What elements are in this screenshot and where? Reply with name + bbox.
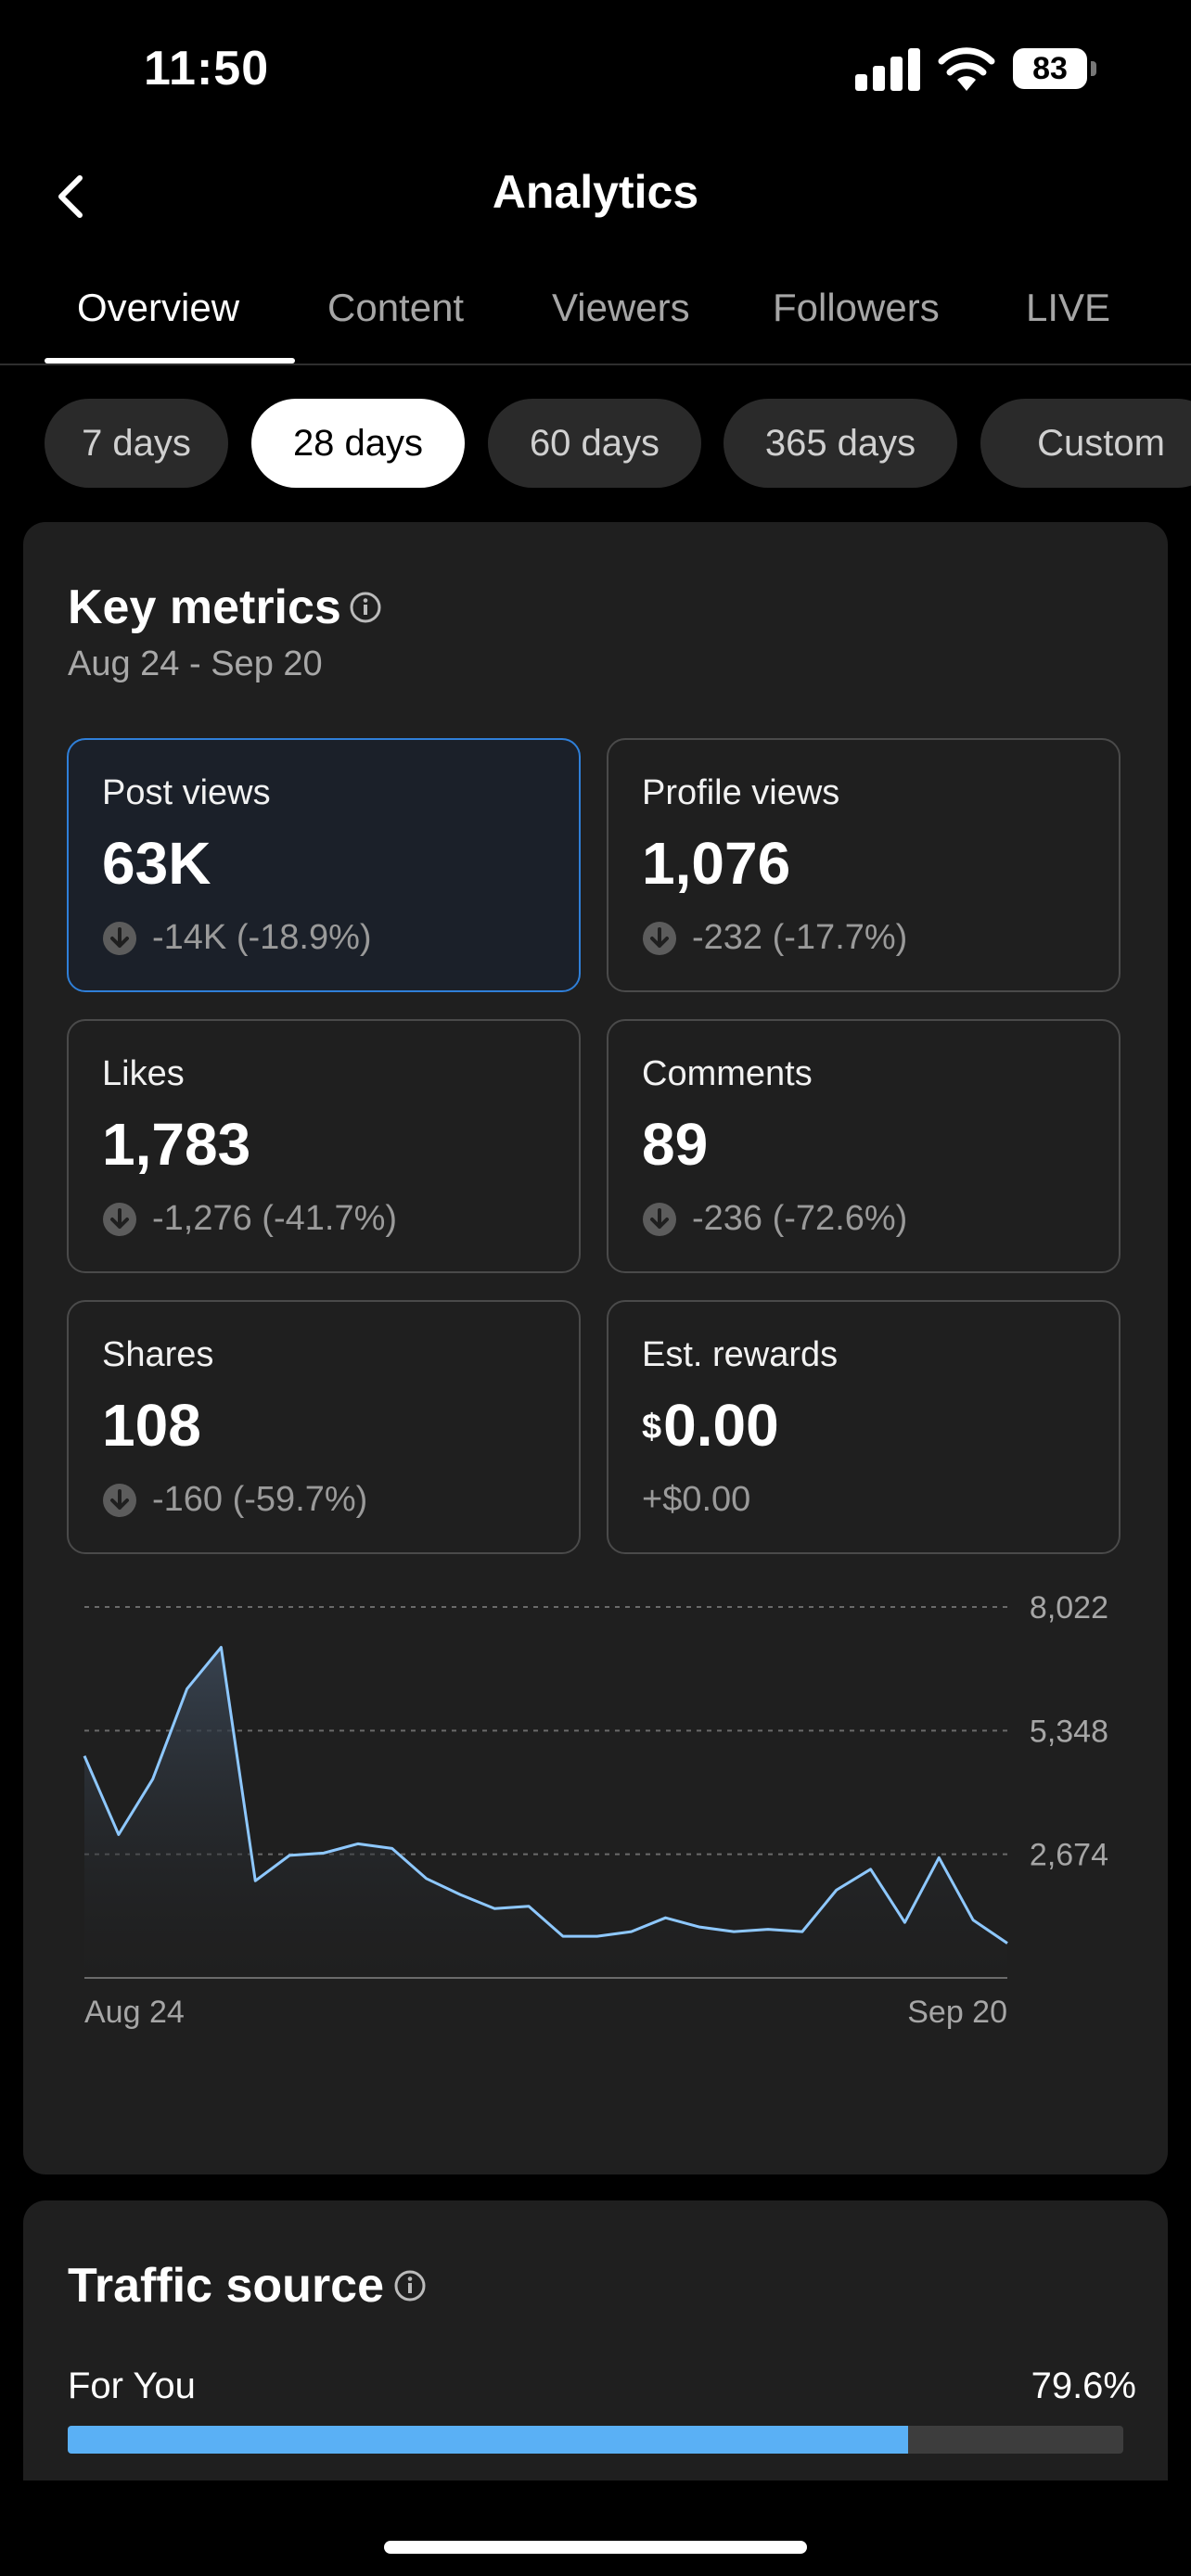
key-metrics-title: Key metrics (68, 580, 341, 634)
metric-label: Likes (102, 1054, 185, 1093)
tab-bar: Overview Content Viewers Followers LIVE (0, 269, 1191, 365)
info-icon[interactable] (349, 591, 382, 624)
status-bar: 11:50 83 (0, 0, 1191, 139)
arrow-down-circle-icon (643, 1202, 676, 1236)
metric-change: -236 (-72.6%) (642, 1199, 907, 1239)
metric-label: Profile views (642, 773, 840, 812)
tab-followers[interactable]: Followers (773, 286, 940, 329)
metric-change-text: -1,276 (-41.7%) (152, 1199, 398, 1238)
metric-label: Post views (102, 773, 271, 812)
arrow-down-circle-icon (103, 1483, 136, 1517)
metric-label: Comments (642, 1054, 813, 1093)
metric-change: -160 (-59.7%) (102, 1480, 367, 1520)
tab-live[interactable]: LIVE (1026, 286, 1111, 329)
arrow-down-circle-icon (103, 1202, 136, 1236)
metric-card-post-views[interactable]: Post views 63K -14K (-18.9%) (67, 738, 581, 992)
wifi-icon (938, 47, 995, 91)
metric-value: 1,076 (642, 830, 791, 897)
tab-overview[interactable]: Overview (77, 286, 240, 329)
back-chevron-icon[interactable] (37, 159, 111, 234)
y-tick-label: 5,348 (1030, 1714, 1108, 1749)
status-time: 11:50 (144, 42, 270, 96)
x-tick-label-start: Aug 24 (84, 1995, 185, 2030)
metric-value: 89 (642, 1111, 709, 1178)
metric-value: 1,783 (102, 1111, 251, 1178)
metric-change: +$0.00 (642, 1480, 750, 1520)
traffic-source-label: For You (68, 2366, 196, 2406)
cellular-signal-icon (855, 46, 920, 91)
range-chip-365-days[interactable]: 365 days (724, 399, 957, 488)
battery-tip (1091, 61, 1096, 76)
metric-card-est-rewards[interactable]: Est. rewards $0.00 +$0.00 (607, 1300, 1121, 1554)
range-chip-custom[interactable]: Custom (980, 399, 1191, 488)
arrow-down-circle-icon (643, 921, 676, 955)
metric-label: Est. rewards (642, 1335, 839, 1374)
battery-icon: 83 (1013, 48, 1087, 89)
metric-change: -1,276 (-41.7%) (102, 1199, 397, 1239)
metric-card-comments[interactable]: Comments 89 -236 (-72.6%) (607, 1019, 1121, 1273)
metric-change: -14K (-18.9%) (102, 918, 372, 958)
page-title: Analytics (492, 166, 699, 218)
metric-value-number: 0.00 (663, 1392, 779, 1459)
metric-change-text: -232 (-17.7%) (692, 918, 908, 957)
y-tick-label: 8,022 (1030, 1590, 1108, 1626)
metric-value: 63K (102, 830, 211, 897)
metric-change-text: -14K (-18.9%) (152, 918, 372, 957)
metric-value: $0.00 (642, 1391, 779, 1460)
key-metrics-card: Key metrics Aug 24 - Sep 20 Post views 6… (23, 522, 1168, 2174)
info-icon[interactable] (393, 2269, 427, 2302)
home-indicator[interactable] (384, 2541, 807, 2554)
metric-change-text: +$0.00 (642, 1480, 751, 1519)
range-chip-60-days[interactable]: 60 days (488, 399, 701, 488)
tab-content[interactable]: Content (327, 286, 465, 329)
range-chip-28-days[interactable]: 28 days (251, 399, 465, 488)
metric-change-text: -160 (-59.7%) (152, 1480, 368, 1519)
metric-card-shares[interactable]: Shares 108 -160 (-59.7%) (67, 1300, 581, 1554)
key-metrics-date-range: Aug 24 - Sep 20 (68, 644, 323, 683)
currency-symbol: $ (642, 1408, 662, 1447)
traffic-source-title: Traffic source (68, 2259, 385, 2313)
date-range-selector: 7 days 28 days 60 days 365 days Custom (0, 399, 1191, 488)
traffic-source-percent: 79.6% (1031, 2366, 1136, 2406)
metric-card-profile-views[interactable]: Profile views 1,076 -232 (-17.7%) (607, 738, 1121, 992)
nav-header: Analytics (0, 139, 1191, 250)
traffic-source-bar (68, 2426, 1123, 2454)
active-tab-indicator (45, 358, 295, 363)
metric-value: 108 (102, 1392, 201, 1459)
y-tick-label: 2,674 (1030, 1838, 1108, 1873)
post-views-chart: 2,674 5,348 8,022 Aug 24 Sep 20 (83, 1590, 1108, 2030)
range-chip-7-days[interactable]: 7 days (45, 399, 228, 488)
series-line (83, 1645, 1008, 1945)
metric-change-text: -236 (-72.6%) (692, 1199, 908, 1238)
home-indicator-area (0, 2480, 1191, 2576)
metric-label: Shares (102, 1335, 214, 1374)
tab-viewers[interactable]: Viewers (552, 286, 690, 329)
series-area (84, 1647, 1007, 1978)
traffic-source-bar-fill (68, 2426, 908, 2454)
arrow-down-circle-icon (103, 921, 136, 955)
x-tick-label-end: Sep 20 (907, 1995, 1007, 2030)
metric-change: -232 (-17.7%) (642, 918, 907, 958)
metric-card-likes[interactable]: Likes 1,783 -1,276 (-41.7%) (67, 1019, 581, 1273)
